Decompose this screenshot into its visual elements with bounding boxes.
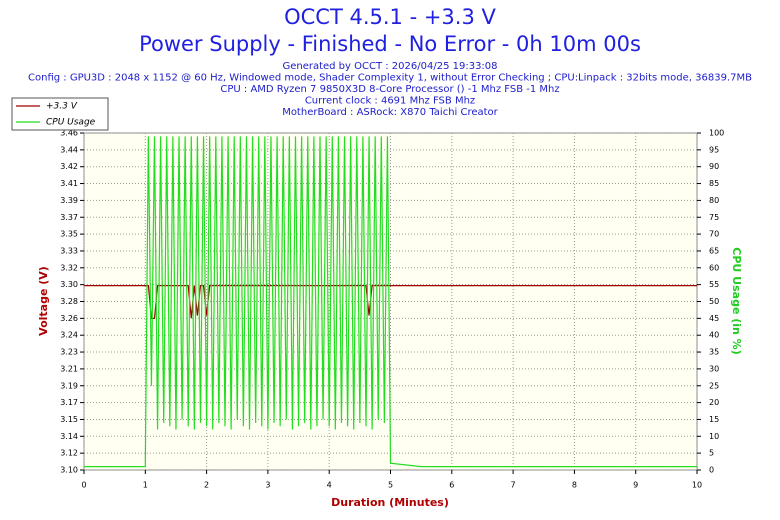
x-tick-label: 2 [204, 481, 209, 490]
axes: 0 1 2 3 4 5 6 7 8 9 103.103.123.143.153.173.193.21… [60, 129, 724, 490]
x-tick-label: 5 [388, 481, 393, 490]
y2-tick-label: 95 [709, 145, 719, 154]
y2-tick-label: 5 [709, 449, 714, 458]
chart-title: OCCT 4.5.1 - +3.3 V [284, 5, 496, 29]
y2-tick-label: 75 [709, 213, 719, 222]
y2-tick-label: 15 [709, 415, 719, 424]
y2-tick-label: 20 [709, 398, 719, 407]
info-line: CPU : AMD Ryzen 7 9850X3D 8-Core Process… [220, 84, 559, 95]
legend-label: CPU Usage [46, 118, 96, 128]
y2-tick-label: 30 [709, 364, 719, 373]
y2-tick-label: 80 [709, 196, 719, 205]
y2-tick-label: 35 [709, 348, 719, 357]
legend-box [11, 97, 109, 131]
y-tick-label: 3.41 [60, 179, 78, 188]
y2-tick-label: 65 [709, 246, 719, 255]
y2-tick-label: 85 [709, 179, 719, 188]
legend: +3.3 V CPU Usage [11, 97, 109, 131]
x-tick-label: 1 [143, 481, 148, 490]
y-tick-label: 3.28 [60, 297, 78, 306]
y-tick-label: 3.35 [60, 230, 78, 239]
y2-axis-title: CPU Usage (in %) [730, 247, 743, 354]
y-tick-label: 3.32 [60, 263, 78, 272]
info-line: Generated by OCCT : 2026/04/25 19:33:08 [282, 61, 497, 72]
x-tick-label: 3 [265, 481, 270, 490]
y-axis-title: Voltage (V) [37, 266, 50, 336]
x-axis-title: Duration (Minutes) [331, 496, 449, 509]
info-line: Config : GPU3D : 2048 x 1152 @ 60 Hz, Wi… [28, 73, 752, 84]
info-line: Current clock : 4691 Mhz FSB Mhz [305, 96, 475, 107]
y-tick-label: 3.12 [60, 449, 78, 458]
y-tick-label: 3.23 [60, 348, 78, 357]
y-tick-label: 3.37 [60, 213, 78, 222]
y2-tick-label: 100 [709, 129, 724, 138]
y-tick-label: 3.26 [60, 314, 78, 323]
x-tick-label: 6 [449, 481, 454, 490]
y2-tick-label: 55 [709, 280, 719, 289]
y2-tick-label: 60 [709, 263, 719, 272]
y-tick-label: 3.46 [60, 129, 78, 138]
y-tick-label: 3.21 [60, 364, 78, 373]
x-tick-label: 10 [692, 481, 702, 490]
y-tick-label: 3.42 [60, 162, 78, 171]
y-tick-label: 3.30 [60, 280, 78, 289]
y2-tick-label: 10 [709, 432, 719, 441]
y-tick-label: 3.15 [60, 415, 78, 424]
y2-tick-label: 25 [709, 381, 719, 390]
x-tick-label: 4 [327, 481, 332, 490]
y2-tick-label: 40 [709, 331, 719, 340]
series-lines [84, 136, 697, 468]
y-tick-label: 3.24 [60, 331, 78, 340]
y-tick-label: 3.33 [60, 246, 78, 255]
y2-tick-label: 70 [709, 230, 719, 239]
y-tick-label: 3.17 [60, 398, 78, 407]
y2-tick-label: 45 [709, 314, 719, 323]
info-line: MotherBoard : ASRock: X870 Taichi Creato… [282, 107, 498, 118]
x-tick-label: 0 [81, 481, 86, 490]
y-tick-label: 3.10 [60, 466, 78, 475]
y2-tick-label: 90 [709, 162, 719, 171]
x-tick-label: 9 [633, 481, 638, 490]
x-tick-label: 7 [511, 481, 516, 490]
chart-subtitle: Power Supply - Finished - No Error - 0h … [139, 32, 641, 56]
y-tick-label: 3.44 [60, 145, 78, 154]
y2-tick-label: 50 [709, 297, 719, 306]
legend-label: +3.3 V [46, 102, 78, 112]
series-line [84, 136, 697, 468]
y2-tick-label: 0 [709, 466, 714, 475]
y-tick-label: 3.39 [60, 196, 78, 205]
info-block: Generated by OCCT : 2026/04/25 19:33:08C… [28, 61, 752, 118]
y-tick-label: 3.19 [60, 381, 78, 390]
y-tick-label: 3.14 [60, 432, 78, 441]
x-tick-label: 8 [572, 481, 577, 490]
